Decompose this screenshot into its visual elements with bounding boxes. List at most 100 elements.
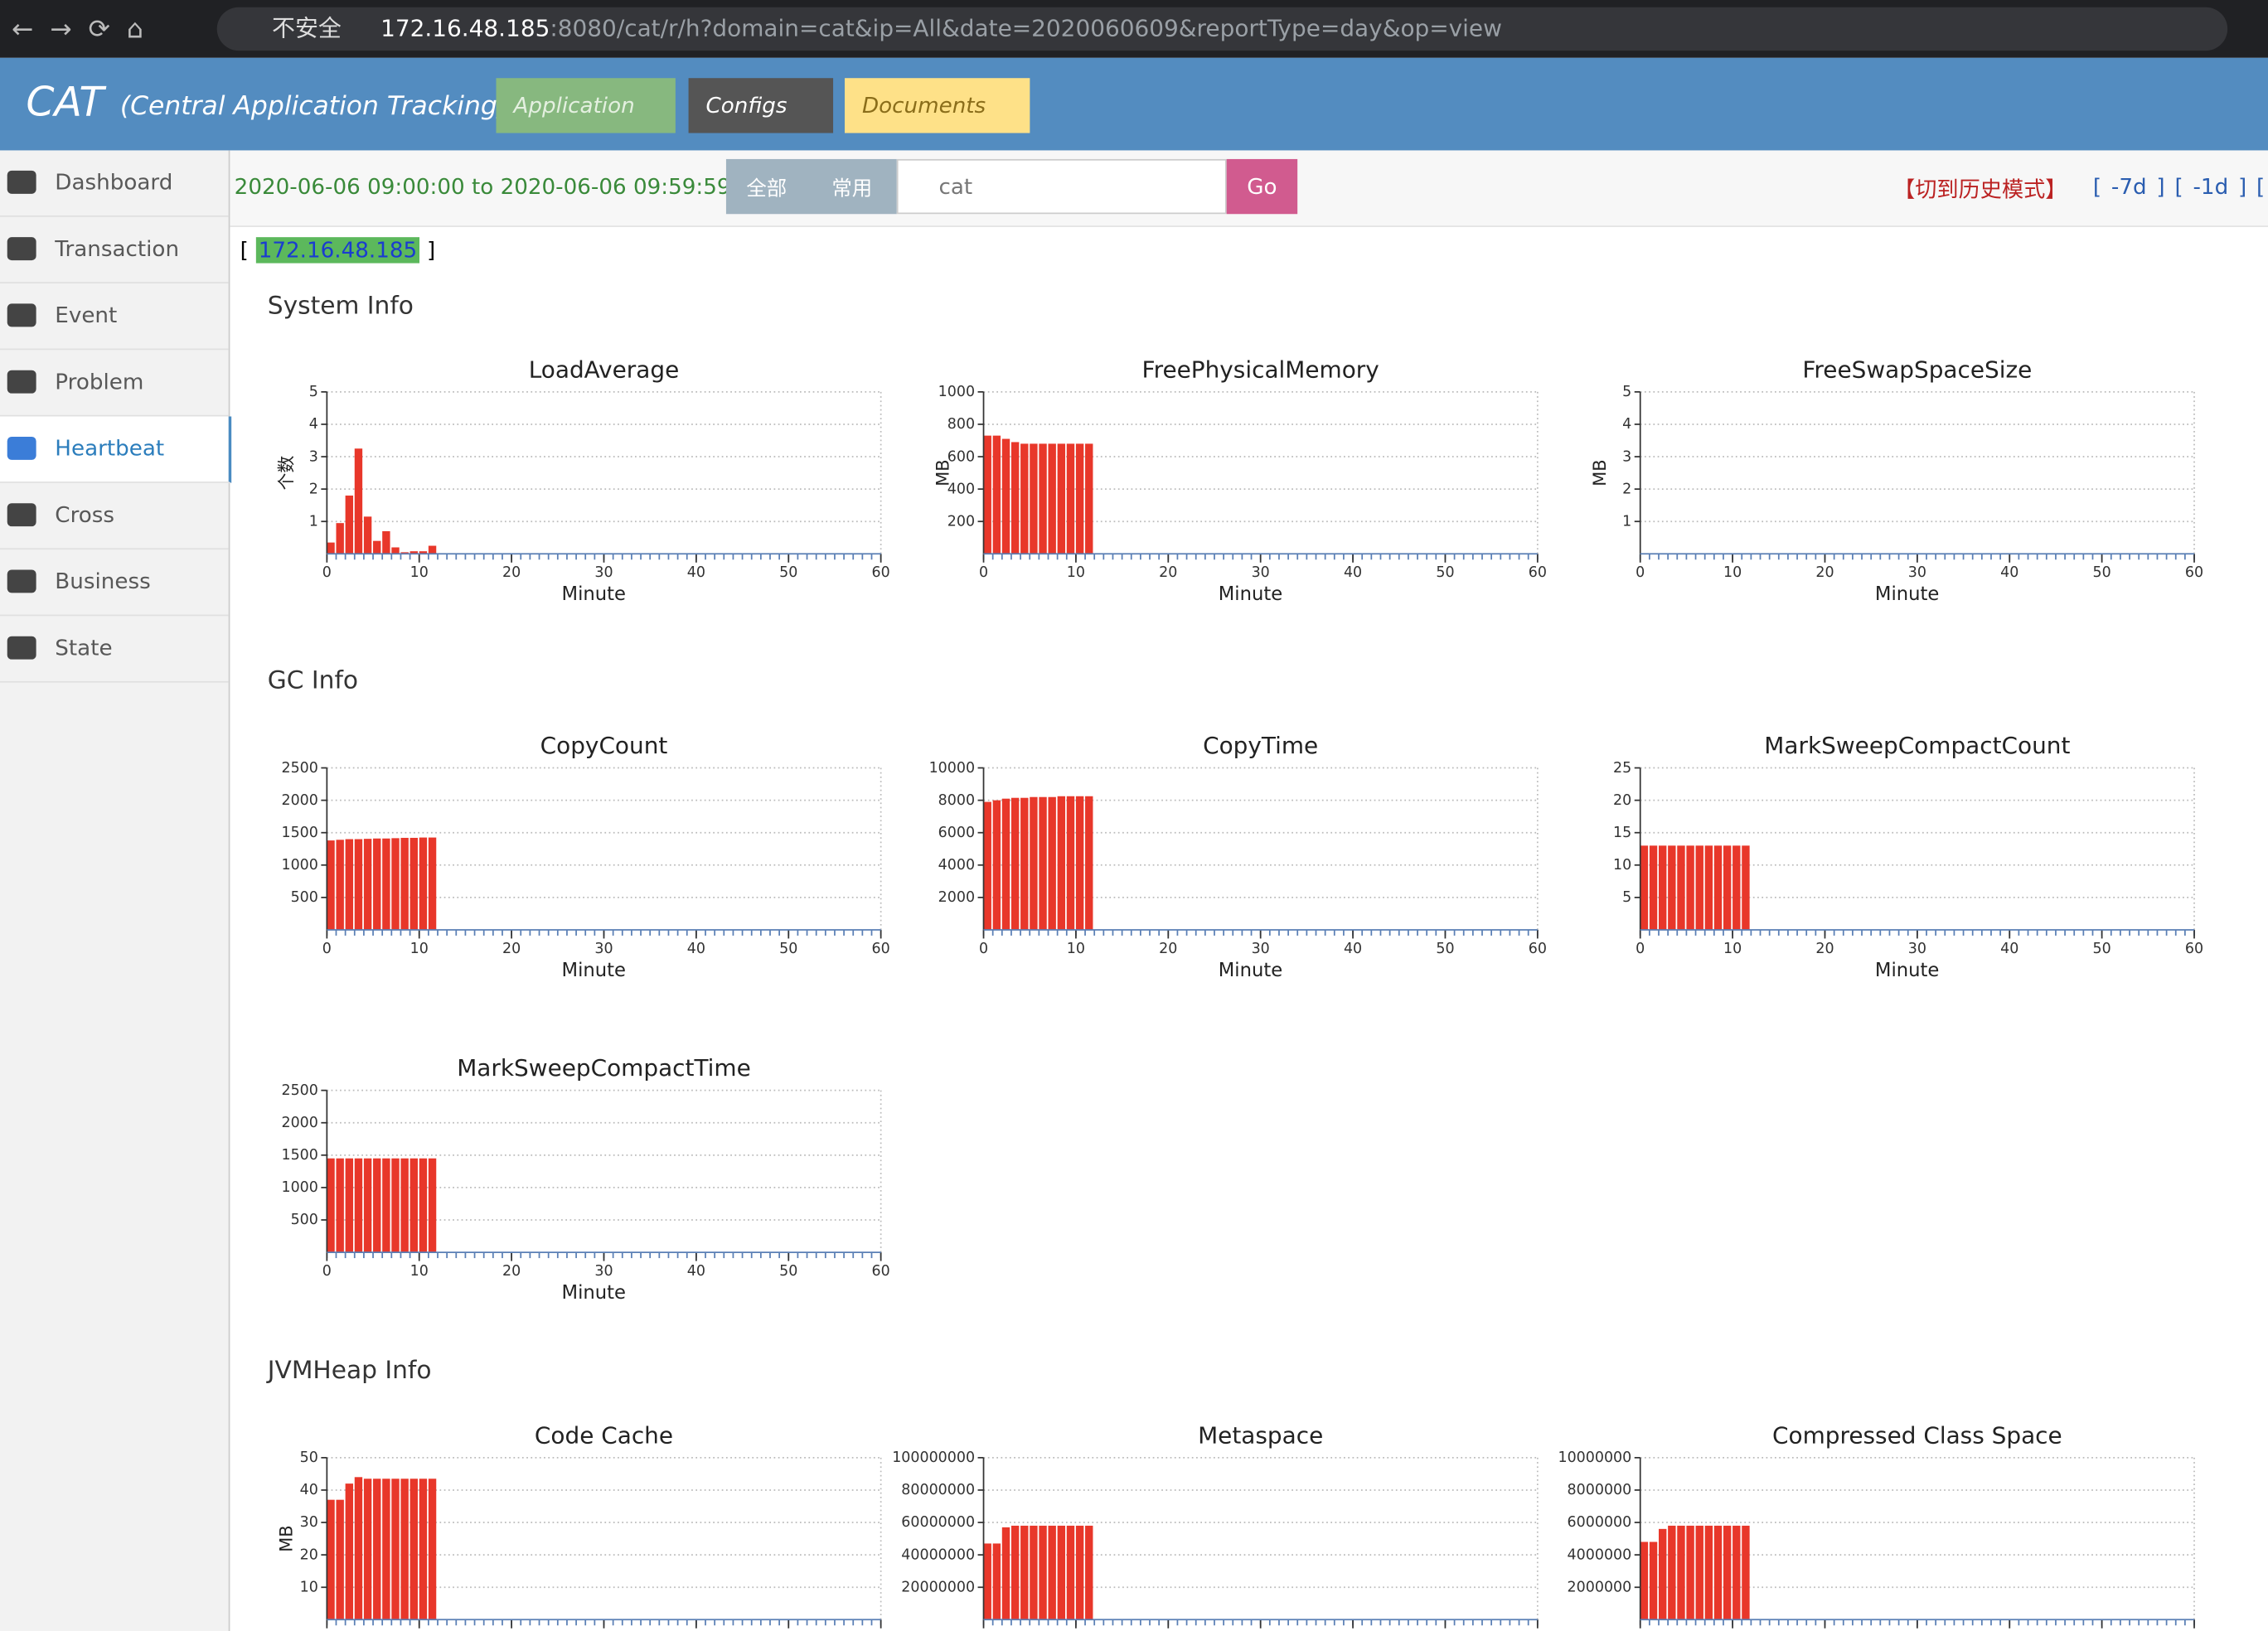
bar [1066,443,1075,554]
bar [983,801,991,930]
bar [345,1158,354,1253]
bar [419,1479,428,1620]
chart-title: CopyTime [1203,732,1318,759]
y-axis-label: MB [276,1525,296,1551]
bar [363,839,372,930]
icon [7,503,36,527]
bar [382,1158,390,1253]
bar [1075,443,1084,554]
bar [1668,1525,1676,1620]
history-link[interactable]: 【切到历史模式】 [1893,176,2067,203]
bar [354,1477,363,1620]
bar [1066,1525,1075,1620]
x-tick-label: 40 [687,564,705,581]
y-tick-label: 1500 [281,825,317,841]
x-tick-label: 60 [1529,564,1547,581]
x-axis-label: Minute [562,1282,626,1304]
tab[interactable]: 全部 [746,177,788,201]
bar [428,1479,437,1620]
x-tick-label: 60 [1529,941,1547,957]
bar [354,839,363,930]
bar [1048,796,1056,930]
sidebar: Dashboard Transaction Event Problem Heartbea… [0,150,232,1631]
bar [1020,797,1029,930]
bar [391,547,400,554]
y-tick-label: 20 [1613,792,1631,809]
bar [1677,1525,1685,1620]
nav-button[interactable]: Configs [688,78,834,133]
y-tick-label: 3 [1622,448,1631,465]
x-tick-label: 30 [1252,941,1270,957]
bar [992,1543,1001,1620]
bar [410,837,418,930]
bar [400,1479,409,1620]
bar [419,837,428,930]
bar [1686,845,1694,930]
bar [327,1499,335,1620]
bar [1010,442,1020,554]
bar [1066,796,1075,930]
tab[interactable]: 常用 [831,177,873,201]
x-tick-label: 30 [594,941,613,957]
sidebar-item[interactable]: Transaction [0,217,229,284]
nav-button[interactable]: Documents [845,78,1030,133]
sidebar-item[interactable]: Cross [0,483,229,550]
sidebar-label: Business [55,568,151,595]
x-tick-label: 60 [872,1263,890,1280]
sidebar-item[interactable]: Event [0,283,229,351]
x-tick-label: 20 [1815,941,1834,957]
section-title: JVMHeap Info [266,1355,432,1384]
chart-title: Compressed Class Space [1772,1421,2062,1449]
sidebar-item[interactable]: Business [0,549,229,617]
y-tick-label: 2000 [281,792,317,809]
ip-link[interactable]: 172.16.48.185 [255,237,420,264]
nav-icons[interactable]: ← → ⟳ ⌂ [11,14,143,46]
bar [373,838,381,930]
period-link[interactable]: [ -1d ] [2174,173,2247,200]
bar [327,542,335,554]
y-tick-label: 1000 [938,384,975,400]
x-tick-label: 40 [687,941,705,957]
bar [327,840,335,930]
x-axis-label: Minute [1219,960,1282,981]
period-links: [ -7d ] [ -1d ] [ - [2093,173,2268,199]
bar [428,837,437,930]
sidebar-item[interactable]: Heartbeat [0,416,232,483]
ip-row: [ 172.16.48.185 ] [240,237,435,264]
sidebar-item[interactable]: State [0,616,229,683]
x-tick-label: 0 [1636,941,1645,957]
y-axis-label: MB [1590,459,1610,486]
x-tick-label: 50 [779,564,797,581]
bar [1075,796,1084,930]
bar [1085,1525,1093,1620]
url-bar[interactable]: 不安全 172.16.48.185:8080/cat/r/h?domain=ca… [216,7,2228,51]
bar [1677,845,1685,930]
period-link[interactable]: [ - [2256,173,2268,200]
x-tick-label: 10 [410,941,429,957]
period-link[interactable]: [ -7d ] [2092,173,2165,200]
bar [373,1479,381,1620]
section-title: System Info [268,291,414,320]
go-button[interactable]: Go [1226,158,1298,215]
sidebar-item[interactable]: Dashboard [0,150,229,217]
bar [1640,845,1649,930]
search-input[interactable]: cat [896,158,1227,215]
nav-button[interactable]: Application [496,78,676,133]
y-tick-label: 1000 [281,857,317,874]
y-tick-label: 5 [309,384,318,400]
bar [428,545,437,554]
x-tick-label: 10 [1067,941,1085,957]
x-tick-label: 10 [1067,564,1085,581]
y-tick-label: 500 [291,889,318,906]
bar [1732,845,1741,930]
bar [983,435,991,554]
bar [1057,796,1066,930]
x-tick-label: 10 [410,1263,429,1280]
bar [391,1158,400,1253]
bar [419,1158,428,1253]
sidebar-item[interactable]: Problem [0,350,229,417]
bar [363,516,372,554]
bar [1001,1527,1010,1620]
y-tick-label: 100000000 [892,1450,975,1466]
chart-title: MarkSweepCompactCount [1764,732,2070,759]
